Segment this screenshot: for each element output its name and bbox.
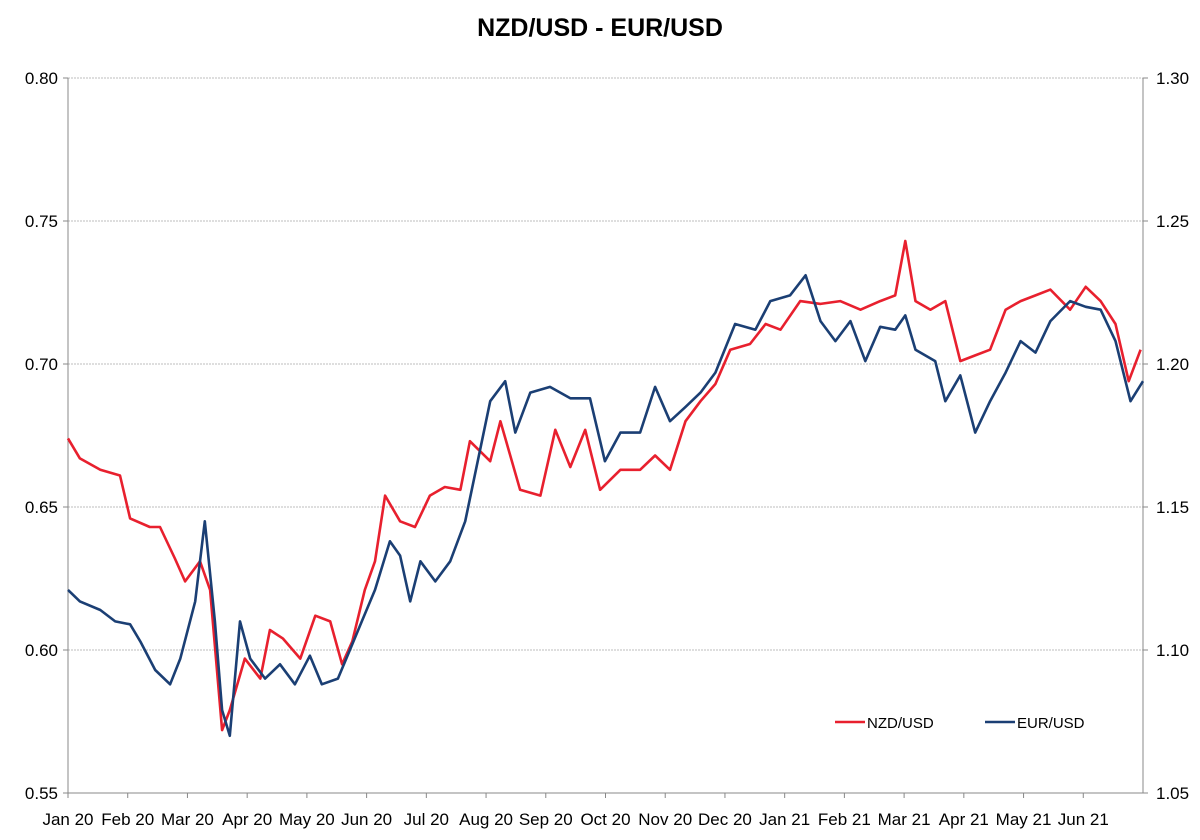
legend-label: EUR/USD [1017,715,1085,732]
x-tick-label: Jul 20 [404,810,449,829]
x-tick-label: Dec 20 [698,810,752,829]
series-line-nzd-usd [66,239,1142,732]
chart-title: NZD/USD - EUR/USD [477,14,723,42]
x-tick-label: Apr 21 [939,810,989,829]
y-right-tick-label: 1.30 [1156,69,1189,88]
x-tick-label: Jun 21 [1058,810,1109,829]
x-tick-label: May 20 [279,810,335,829]
x-tick-label: Jan 20 [42,810,93,829]
x-tick-label: Feb 21 [818,810,871,829]
y-left-tick-label: 0.80 [25,69,58,88]
x-tick-label: Feb 20 [101,810,154,829]
y-right-tick-label: 1.20 [1156,355,1189,374]
y-left-tick-label: 0.65 [25,498,58,517]
x-tick-label: Jun 20 [341,810,392,829]
y-right-tick-label: 1.15 [1156,498,1189,517]
y-left-tick-label: 0.75 [25,212,58,231]
x-tick-label: May 21 [996,810,1052,829]
y-right-tick-label: 1.05 [1156,784,1189,803]
x-tick-label: Nov 20 [638,810,692,829]
x-tick-label: Jan 21 [759,810,810,829]
series-line-eur-usd [67,274,1145,738]
y-left-tick-label: 0.55 [25,784,58,803]
x-tick-label: Aug 20 [459,810,513,829]
y-right-tick-label: 1.25 [1156,212,1189,231]
y-left-tick-label: 0.60 [25,641,58,660]
x-tick-label: Mar 21 [878,810,931,829]
x-tick-label: Apr 20 [222,810,272,829]
y-left-tick-label: 0.70 [25,355,58,374]
x-tick-label: Oct 20 [580,810,630,829]
x-tick-label: Mar 20 [161,810,214,829]
legend-label: NZD/USD [867,715,934,732]
x-tick-label: Sep 20 [519,810,573,829]
y-right-tick-label: 1.10 [1156,641,1189,660]
